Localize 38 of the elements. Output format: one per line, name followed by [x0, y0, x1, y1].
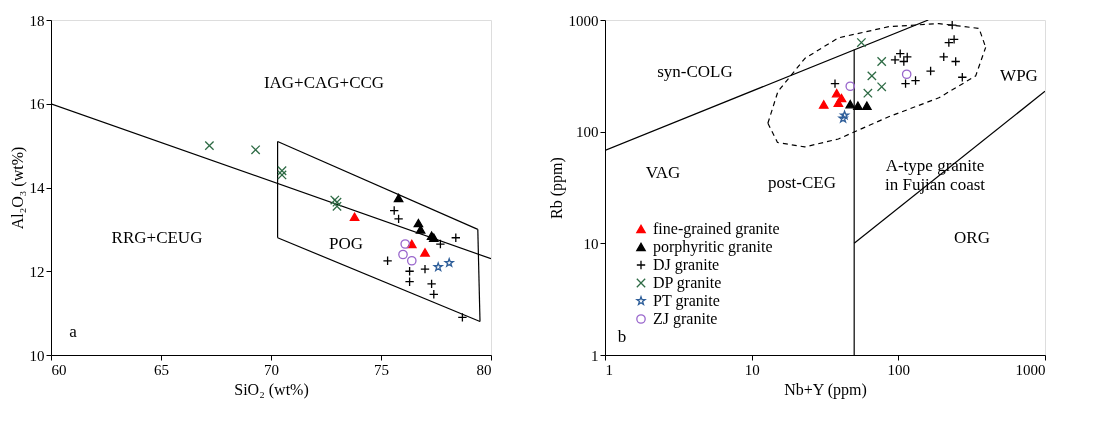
legend-label: porphyritic granite — [653, 238, 773, 256]
annotation: syn-COLG — [657, 62, 733, 81]
legend-label: DP granite — [653, 274, 722, 292]
x-axis-title: SiO₂ (wt%) — [234, 380, 309, 399]
y-axis-title: Rb (ppm) — [547, 157, 566, 219]
legend-label: DJ granite — [653, 256, 720, 274]
annotation: ORG — [954, 228, 990, 247]
legend-label: ZJ granite — [653, 310, 718, 328]
annotation: VAG — [645, 163, 681, 182]
x-tick-label: 70 — [264, 361, 279, 378]
annotation: b — [617, 327, 627, 346]
y-tick-label: 10 — [583, 235, 599, 252]
y-tick-label: 1 — [591, 347, 599, 364]
annotation: POG — [328, 234, 364, 253]
legend-label: fine-grained granite — [653, 220, 780, 238]
x-tick-label: 1 — [605, 361, 613, 378]
y-tick-label: 18 — [29, 12, 45, 29]
x-tick-label: 60 — [51, 361, 67, 378]
x-tick-label: 100 — [887, 361, 911, 378]
y-tick-label: 12 — [29, 263, 45, 280]
y-tick-label: 10 — [29, 347, 45, 364]
annotation: RRG+CEUG — [111, 228, 203, 247]
legend-label: PT granite — [653, 292, 720, 310]
y-tick-label: 14 — [29, 180, 45, 196]
y-tick-label: 1000 — [568, 12, 599, 29]
x-tick-label: 80 — [476, 361, 492, 378]
y-axis-title: Al₂O₃ (wt%) — [8, 146, 27, 230]
x-tick-label: 1000 — [1015, 361, 1046, 378]
annotation: IAG+CAG+CCG — [263, 73, 385, 92]
annotation: post-CEG — [768, 173, 836, 192]
x-tick-label: 10 — [744, 361, 760, 378]
x-axis-title: Nb+Y (ppm) — [784, 380, 867, 399]
annotation: a — [69, 322, 78, 341]
x-tick-label: 65 — [154, 361, 169, 378]
y-tick-label: 16 — [29, 96, 45, 113]
annotation: WPG — [1000, 66, 1038, 85]
x-tick-label: 75 — [374, 361, 389, 378]
y-tick-label: 100 — [576, 124, 599, 141]
